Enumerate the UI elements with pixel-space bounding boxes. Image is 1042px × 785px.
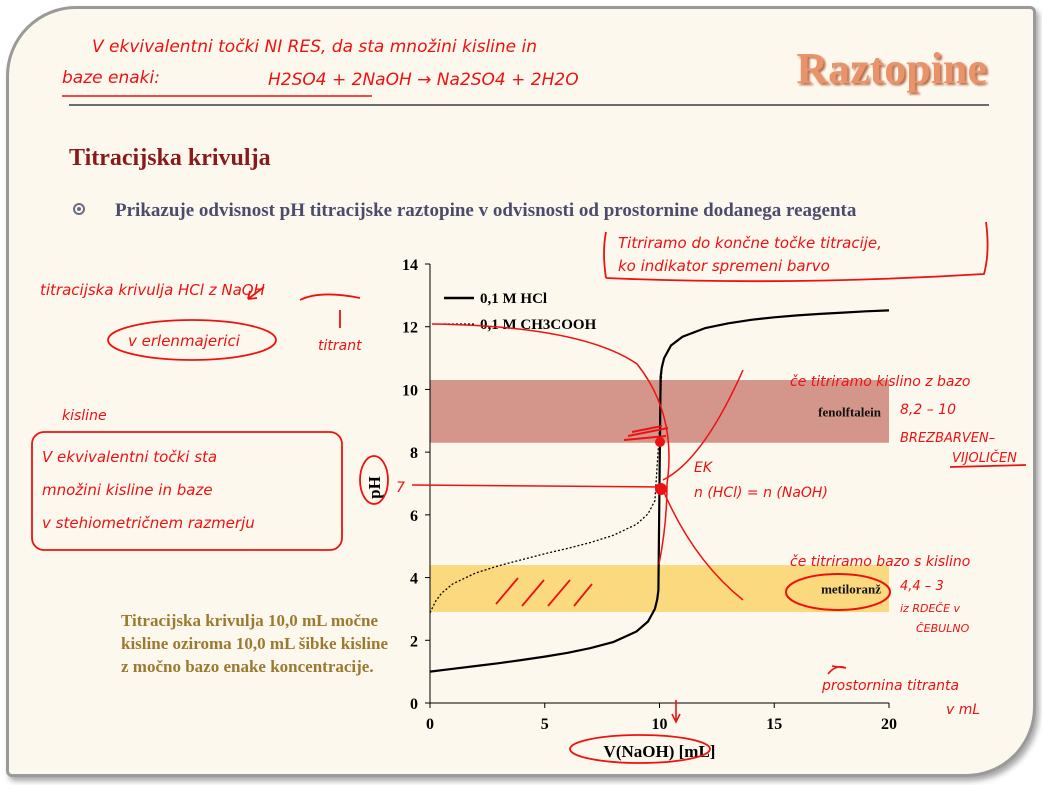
ink-curve-2: [662, 369, 744, 481]
y-axis-label: pH: [365, 476, 384, 499]
ink-phenol-2: 8,2 – 10: [900, 402, 956, 418]
bullet-circle-icon: [73, 203, 85, 215]
ink-bracket: [603, 221, 989, 283]
brand-title: Raztopine: [796, 44, 987, 93]
ink-top-equation: H2SO4 + 2NaOH → Na2SO4 + 2H2O: [268, 70, 579, 90]
indicator-band-label: metiloranž: [821, 582, 881, 597]
y-tick-label: 2: [410, 633, 418, 650]
x-tick-label: 20: [881, 716, 897, 733]
ink-ph7: 7: [396, 480, 405, 496]
ink-hatch-methyl: [495, 577, 593, 607]
y-tick-label: 6: [410, 508, 418, 525]
ink-top-line-2: baze enaki:: [62, 68, 160, 88]
ink-box-line-3: v stehiometričnem razmerju: [42, 514, 255, 532]
ink-dot-phenol: [655, 437, 665, 447]
section-title: Titracijska krivulja: [69, 145, 271, 171]
ink-phenol-4: VIJOLIČEN: [952, 450, 1017, 466]
ink-volume-2: v mL: [946, 702, 980, 718]
ink-arrow-down: [671, 700, 681, 724]
indicator-band-label: fenolftalein: [818, 404, 882, 419]
x-tick-label: 10: [652, 716, 668, 733]
ink-ek-1: EK: [694, 460, 714, 476]
ink-methyl-1: če titriramo bazo s kislino: [790, 554, 970, 570]
ink-titrant: titrant: [318, 338, 362, 354]
legend-entry: 0,1 M HCl: [480, 291, 547, 307]
y-tick-label: 0: [410, 696, 418, 713]
ink-left-note: titracijska krivulja HCl z NaOH: [40, 281, 265, 299]
ink-curve-3: [662, 489, 744, 601]
series-line-1: [429, 309, 890, 613]
x-tick-label: 15: [766, 716, 782, 733]
ink-box: [31, 431, 343, 551]
ink-phenol-1: če titriramo kislino z bazo: [790, 374, 970, 390]
chart-caption: Titracijska krivulja 10,0 mL močne kisli…: [121, 611, 389, 676]
x-axis-label: V(NaOH) [mL]: [604, 742, 716, 761]
ink-methyl-3: iz RDEČE v: [900, 602, 961, 615]
ink-ph7-line: [411, 484, 663, 488]
ink-phenol-3: BREZBARVEN–: [900, 431, 995, 446]
title-rule: [69, 104, 989, 106]
y-tick-label: 10: [402, 382, 418, 399]
ink-methyl-circle: [785, 573, 891, 611]
ink-xlabel-circle: [569, 734, 711, 764]
chart-axes: 0 2 4 6 8 10 12 14 0 5 10 15 20 V(NaOH) [mL] pH: [365, 257, 897, 761]
ink-volume-1: prostornina titranta: [821, 678, 959, 694]
y-tick-label: 14: [402, 257, 418, 274]
ink-methyl-4: ČEBULNO: [916, 622, 970, 635]
ink-ek-2: n (HCl) = n (NaOH): [694, 485, 828, 501]
bullet-text: Prikazuje odvisnost pH titracijske razto…: [115, 200, 857, 221]
ink-box-header: kisline: [62, 408, 107, 424]
handwritten-annotations: V ekvivalentni točki NI RES, da sta množ…: [31, 37, 1027, 764]
ink-curl: [827, 665, 847, 675]
ink-dot-ek: [655, 483, 667, 495]
ink-box-line-1: V ekvivalentni točki sta: [42, 448, 217, 466]
ink-phenol-underline: [949, 464, 1027, 468]
y-tick-label: 12: [402, 320, 418, 337]
ink-box-line-2: množini kisline in baze: [42, 481, 213, 499]
arrow-icon: [247, 286, 265, 300]
ink-top-line-1: V ekvivalentni točki NI RES, da sta množ…: [92, 37, 537, 57]
ink-methyl-2: 4,4 – 3: [900, 579, 944, 594]
ink-squiggle: [299, 293, 361, 301]
ink-erlenmeyer: v erlenmajerici: [128, 332, 241, 350]
x-tick-label: 5: [541, 716, 549, 733]
x-tick-label: 0: [426, 716, 434, 733]
ink-ellipse: [107, 319, 277, 361]
legend-entry: 0,1 M CH3COOH: [480, 317, 597, 333]
ink-top-right-1: Titriramo do končne točke titracije,: [618, 234, 882, 252]
ink-curve-1: [431, 323, 670, 565]
ink-top-right-2: ko indikator spremeni barvo: [618, 257, 830, 275]
ink-ph-circle: [359, 455, 389, 505]
ink-hatch-phenol: [623, 425, 669, 441]
chart-series: 0,1 M HCl 0,1 M CH3COOH: [429, 291, 890, 673]
y-tick-label: 4: [410, 571, 418, 588]
y-tick-label: 8: [410, 445, 418, 462]
